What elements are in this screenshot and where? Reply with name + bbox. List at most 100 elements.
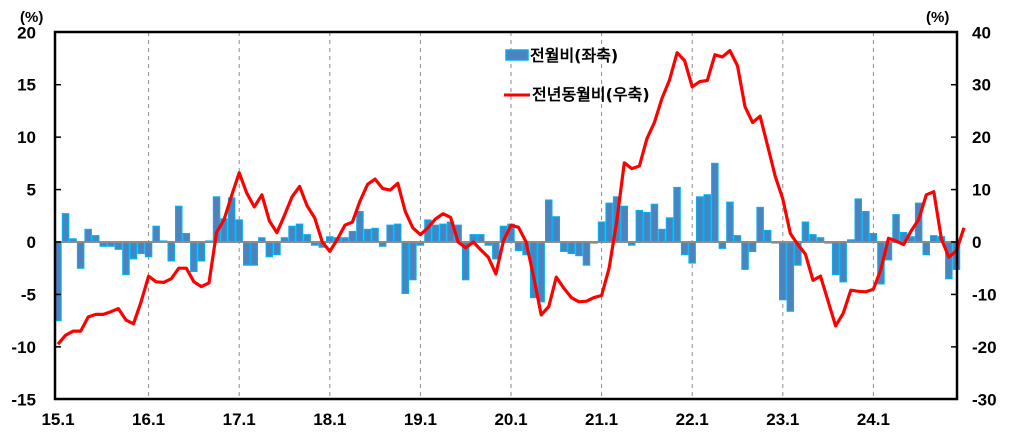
bar (439, 223, 447, 243)
bar (575, 241, 583, 257)
right-tick-label: -30 (972, 390, 997, 409)
bar (658, 228, 666, 243)
vertical-gridlines (148, 32, 874, 399)
bar (265, 241, 274, 258)
right-tick-label: 30 (972, 76, 991, 95)
bar (431, 224, 440, 243)
bar (152, 225, 160, 243)
bar (763, 229, 772, 243)
bar (680, 241, 689, 256)
x-tick-label: 21.1 (585, 410, 618, 429)
bar (409, 241, 417, 281)
bar (114, 241, 123, 250)
bar (839, 241, 847, 283)
bar (514, 241, 523, 251)
bar (288, 225, 296, 243)
bar (144, 241, 153, 258)
x-axis: 15.1 16.1 17.1 18.1 19.1 20.1 21.1 22.1 23.1 24.1 (41, 410, 889, 429)
bar (695, 196, 704, 243)
bar (726, 201, 734, 243)
x-tick-label: 20.1 (494, 410, 527, 429)
bar (650, 203, 659, 243)
legend-bar-swatch (505, 49, 529, 61)
bar (620, 205, 628, 243)
bar (348, 230, 357, 243)
legend-line-label: 전년동월비(우축) (532, 85, 650, 104)
right-tick-label: -10 (972, 285, 997, 304)
bar (605, 202, 613, 243)
bar (786, 241, 795, 312)
bar (635, 209, 644, 243)
left-tick-label: 5 (27, 181, 36, 200)
left-tick-label: 20 (17, 23, 36, 42)
right-axis-unit: (%) (926, 9, 949, 26)
bar (597, 221, 606, 243)
bar (703, 194, 711, 243)
bar (582, 241, 591, 266)
x-tick-label: 17.1 (223, 410, 256, 429)
x-tick-label: 22.1 (676, 410, 709, 429)
bar (243, 241, 251, 266)
bar (76, 241, 85, 269)
legend-bar-label: 전월비(좌축) (530, 46, 618, 65)
left-axis-unit: (%) (20, 9, 43, 26)
bar (492, 241, 500, 260)
bar (741, 241, 749, 270)
bar (175, 205, 183, 243)
bar (61, 213, 70, 243)
x-tick-label: 15.1 (41, 410, 74, 429)
line-series-yoy (56, 48, 966, 346)
bar (250, 241, 259, 266)
bar (831, 241, 840, 276)
bar (892, 214, 900, 243)
x-tick-label: 19.1 (404, 410, 437, 429)
bar (922, 241, 930, 256)
right-tick-label: 40 (972, 23, 991, 42)
bar (84, 228, 92, 243)
bar (477, 234, 485, 243)
left-tick-label: -10 (11, 338, 36, 357)
bar (386, 224, 394, 243)
left-tick-label: 10 (17, 128, 36, 147)
bar (356, 211, 364, 243)
bar (688, 241, 696, 264)
bar (673, 186, 681, 243)
bar (235, 219, 243, 243)
bar (190, 241, 198, 272)
bar (748, 241, 757, 252)
bar (363, 228, 372, 243)
left-axis: 20 15 10 5 0 -5 -10 -15 (11, 23, 61, 409)
bar (394, 223, 402, 243)
bar (567, 241, 576, 255)
left-tick-label: -5 (21, 285, 36, 304)
right-tick-label: 20 (972, 128, 991, 147)
bar (801, 221, 810, 243)
bar (303, 234, 311, 243)
bar (122, 241, 130, 276)
bar (137, 241, 145, 255)
bar (167, 241, 176, 262)
bar (295, 223, 304, 243)
bar (273, 241, 281, 256)
bar (854, 198, 862, 243)
bar (182, 233, 191, 243)
bar (552, 216, 560, 243)
bar (401, 241, 410, 295)
bar (862, 211, 870, 243)
bar (756, 206, 764, 243)
bar (711, 162, 719, 243)
bar (129, 241, 138, 260)
bar (809, 234, 817, 243)
right-tick-label: 10 (972, 181, 991, 200)
x-tick-label: 16.1 (132, 410, 165, 429)
bar (778, 241, 787, 301)
left-tick-label: -15 (11, 390, 36, 409)
plot-frame (53, 30, 959, 401)
bar (537, 241, 545, 303)
bar (560, 241, 568, 252)
x-tick-label: 18.1 (313, 410, 346, 429)
x-tick-label: 24.1 (857, 410, 890, 429)
bar (544, 199, 553, 243)
right-tick-label: 0 (972, 233, 981, 252)
